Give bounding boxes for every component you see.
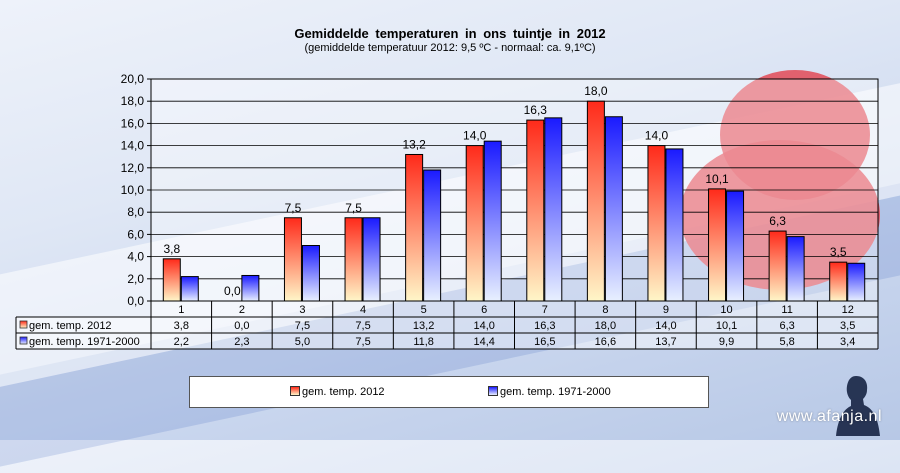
table-cell-2012-1: 3,8 [174,320,189,332]
x-tick-label-8: 8 [602,304,608,316]
bar-1971-2000-4 [362,217,381,302]
x-tick-label-7: 7 [542,304,548,316]
bar-1971-2000-8 [604,116,623,302]
legend-item-1971-2000: gem. temp. 1971-2000 [488,386,611,398]
bar-2012-6 [465,145,484,302]
table-cell-2012-4: 7,5 [355,320,370,332]
bar-2012-11 [768,230,787,302]
y-tick-label: 4,0 [127,250,144,264]
table-cell-1971-2000-12: 3,4 [840,336,855,348]
table-cell-1971-2000-7: 16,5 [534,336,555,348]
y-tick-label: 8,0 [127,205,144,219]
y-tick-label: 12,0 [121,161,145,175]
data-label-2012-12: 3,5 [830,245,847,259]
table-cell-1971-2000-11: 5,8 [779,336,794,348]
table-cell-1971-2000-6: 14,4 [473,336,494,348]
bar-1971-2000-6 [483,140,502,302]
legend-label-2012: gem. temp. 2012 [302,386,385,398]
bar-2012-5 [405,153,424,302]
table-series-name-2012: gem. temp. 2012 [29,320,112,332]
x-tick-label-6: 6 [481,304,487,316]
y-tick-label: 2,0 [127,272,144,286]
data-label-2012-4: 7,5 [345,201,362,215]
legend: gem. temp. 2012 gem. temp. 1971-2000 [189,376,709,408]
table-cell-1971-2000-1: 2,2 [174,336,189,348]
x-tick-label-11: 11 [781,304,792,316]
legend-swatch-2012 [290,386,300,396]
bar-1971-2000-3 [301,245,320,302]
data-label-2012-8: 18,0 [584,84,608,98]
table-cell-1971-2000-2: 2,3 [234,336,249,348]
bar-2012-9 [647,145,666,302]
table-cell-2012-10: 10,1 [716,320,737,332]
bar-1971-2000-11 [786,236,805,302]
table-cell-2012-6: 14,0 [473,320,494,332]
data-label-2012-10: 10,1 [705,172,729,186]
bar-2012-1 [162,258,181,302]
chart-area: 0,02,04,06,08,010,012,014,016,018,020,03… [15,72,879,350]
bar-2012-8 [586,100,605,302]
data-label-2012-2: 0,0 [224,284,241,298]
y-tick-label: 16,0 [121,116,145,130]
table-cell-2012-11: 6,3 [779,320,794,332]
data-label-2012-5: 13,2 [402,137,426,151]
table-swatch-2012 [19,320,28,329]
table-cell-1971-2000-9: 13,7 [655,336,676,348]
y-tick-label: 0,0 [127,294,144,308]
table-cell-2012-2: 0,0 [234,320,249,332]
x-tick-label-1: 1 [178,304,184,316]
data-label-2012-6: 14,0 [463,129,487,143]
table-swatch-1971-2000 [19,336,28,345]
table-cell-2012-9: 14,0 [655,320,676,332]
watermark: www.afanja.nl [776,408,882,425]
data-label-2012-3: 7,5 [285,201,302,215]
bar-1971-2000-2 [241,274,260,302]
table-cell-1971-2000-4: 7,5 [355,336,370,348]
y-tick-label: 6,0 [127,227,144,241]
bar-1971-2000-1 [180,276,199,302]
bar-2012-10 [708,188,727,302]
y-tick-label: 10,0 [121,183,145,197]
table-cell-2012-5: 13,2 [413,320,434,332]
table-cell-2012-12: 3,5 [840,320,855,332]
table-cell-2012-7: 16,3 [534,320,555,332]
y-tick-label: 14,0 [121,139,145,153]
table-cell-1971-2000-8: 16,6 [595,336,616,348]
legend-label-1971-2000: gem. temp. 1971-2000 [500,386,611,398]
chart-subtitle: (gemiddelde temperatuur 2012: 9,5 ºC - n… [304,42,596,54]
data-label-2012-11: 6,3 [769,214,786,228]
bar-1971-2000-10 [726,190,745,302]
table-cell-2012-3: 7,5 [295,320,310,332]
data-label-2012-1: 3,8 [163,242,180,256]
data-label-2012-9: 14,0 [645,129,669,143]
bar-2012-7 [526,119,545,302]
bar-2012-3 [283,217,302,302]
y-tick-label: 18,0 [121,94,145,108]
legend-item-2012: gem. temp. 2012 [290,386,385,398]
x-tick-label-12: 12 [842,304,854,316]
x-tick-label-5: 5 [421,304,427,316]
table-cell-1971-2000-10: 9,9 [719,336,734,348]
legend-swatch-1971-2000 [488,386,498,396]
table-cell-2012-8: 18,0 [595,320,616,332]
x-tick-label-9: 9 [663,304,669,316]
table-cell-1971-2000-3: 5,0 [295,336,310,348]
bar-1971-2000-9 [665,148,684,302]
person-silhouette-icon [836,376,880,436]
x-tick-label-2: 2 [239,304,245,316]
data-label-2012-7: 16,3 [524,103,548,117]
bar-1971-2000-12 [847,262,866,302]
table-cell-1971-2000-5: 11,8 [413,336,434,348]
chart-title: Gemiddelde temperaturen in ons tuintje i… [294,26,606,41]
table-series-name-1971-2000: gem. temp. 1971-2000 [29,336,140,348]
bar-1971-2000-5 [423,169,442,302]
x-tick-label-4: 4 [360,304,366,316]
bar-2012-4 [344,217,363,302]
x-tick-label-10: 10 [720,304,732,316]
bar-1971-2000-7 [544,117,563,302]
x-tick-label-3: 3 [299,304,305,316]
y-tick-label: 20,0 [121,72,145,86]
bar-2012-12 [829,261,848,302]
